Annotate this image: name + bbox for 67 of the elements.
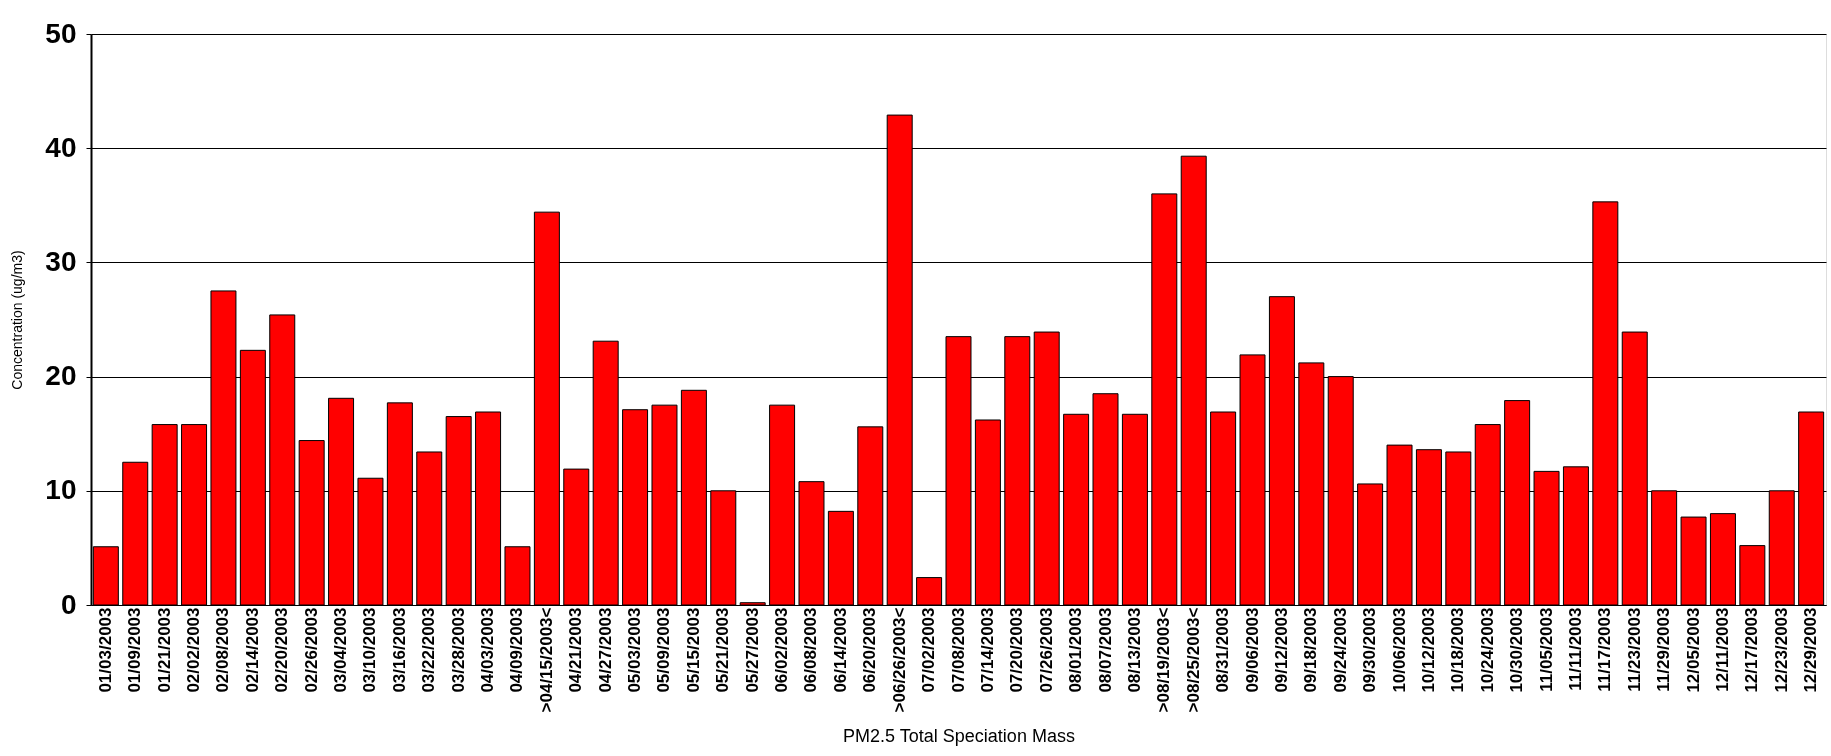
x-tick-label: 09/30/2003 xyxy=(1360,607,1380,693)
x-tick-label: 10/30/2003 xyxy=(1507,607,1527,693)
x-tick-label: 12/05/2003 xyxy=(1683,607,1703,693)
x-tick-label: 07/14/2003 xyxy=(977,607,997,693)
x-tick-label: 03/10/2003 xyxy=(360,607,380,693)
x-tick-label: 03/28/2003 xyxy=(448,607,468,693)
x-tick-label: 12/17/2003 xyxy=(1742,607,1762,693)
x-tick-label: 12/29/2003 xyxy=(1801,607,1821,693)
x-tick-label: 05/15/2003 xyxy=(683,607,703,693)
y-tick-label: 0 xyxy=(60,588,77,620)
x-tick-label: 05/21/2003 xyxy=(713,607,733,693)
x-tick-label: 07/08/2003 xyxy=(948,607,968,693)
x-tick-label: 03/16/2003 xyxy=(389,607,409,693)
x-tick-label: 04/09/2003 xyxy=(507,607,527,693)
x-tick-label: 01/03/2003 xyxy=(95,607,115,693)
x-tick-label: 09/24/2003 xyxy=(1330,607,1350,693)
x-tick-label: 01/21/2003 xyxy=(154,607,174,693)
x-tick-label: 07/26/2003 xyxy=(1036,607,1056,693)
x-tick-label: 11/11/2003 xyxy=(1565,607,1585,691)
x-tick-label: 09/18/2003 xyxy=(1301,607,1321,693)
x-tick-label: 07/02/2003 xyxy=(919,607,939,693)
x-tick-label: 06/14/2003 xyxy=(830,607,850,693)
x-tick-label: 08/01/2003 xyxy=(1066,607,1086,693)
x-tick-label: 10/06/2003 xyxy=(1389,607,1409,693)
x-tick-label: 05/09/2003 xyxy=(654,607,674,693)
x-tick-label: 12/11/2003 xyxy=(1712,607,1732,692)
x-tick-label: 08/31/2003 xyxy=(1213,607,1233,693)
x-tick-label: 05/03/2003 xyxy=(625,607,645,693)
x-tick-label: >08/19/2003< xyxy=(1154,607,1174,713)
x-tick-label: 02/26/2003 xyxy=(301,607,321,693)
x-tick-label: 06/02/2003 xyxy=(772,607,792,693)
x-tick-label: 10/12/2003 xyxy=(1418,607,1438,693)
x-tick-label: 08/07/2003 xyxy=(1095,607,1115,693)
y-tick-label: 50 xyxy=(45,17,77,49)
y-tick-label: 10 xyxy=(45,474,77,506)
x-tick-label: 11/05/2003 xyxy=(1536,607,1556,692)
x-tick-label: 03/04/2003 xyxy=(331,607,351,693)
x-tick-label: 01/09/2003 xyxy=(125,607,145,693)
x-tick-label: 04/21/2003 xyxy=(566,607,586,693)
x-tick-label: 02/14/2003 xyxy=(242,607,262,693)
x-tick-label: 11/17/2003 xyxy=(1595,607,1615,692)
x-tick-label: 06/08/2003 xyxy=(801,607,821,693)
x-tick-label: >08/25/2003< xyxy=(1183,607,1203,713)
x-tick-label: 09/06/2003 xyxy=(1242,607,1262,693)
x-tick-label: 07/20/2003 xyxy=(1007,607,1027,693)
x-tick-label: 12/23/2003 xyxy=(1771,607,1791,693)
x-tick-label: >04/15/2003< xyxy=(536,607,556,713)
x-tick-label: 10/24/2003 xyxy=(1477,607,1497,693)
y-tick-label: 20 xyxy=(45,360,77,392)
x-axis-title: PM2.5 Total Speciation Mass xyxy=(843,726,1075,747)
x-tick-label: 04/27/2003 xyxy=(595,607,615,693)
y-tick-label: 40 xyxy=(45,131,77,163)
x-tick-label: 05/27/2003 xyxy=(742,607,762,693)
x-tick-label: 09/12/2003 xyxy=(1271,607,1291,693)
x-tick-label: 06/20/2003 xyxy=(860,607,880,693)
x-tick-label: 02/08/2003 xyxy=(213,607,233,693)
y-tick-label: 30 xyxy=(45,245,77,277)
x-tick-label: 10/18/2003 xyxy=(1448,607,1468,693)
x-tick-label: 11/23/2003 xyxy=(1624,607,1644,692)
x-tick-label: 11/29/2003 xyxy=(1654,607,1674,692)
x-tick-label: 08/13/2003 xyxy=(1124,607,1144,693)
x-tick-label: 02/02/2003 xyxy=(184,607,204,693)
x-tick-label: 02/20/2003 xyxy=(272,607,292,693)
y-axis-title: Concentration (ug/m3) xyxy=(9,250,26,390)
x-tick-label: >06/26/2003< xyxy=(889,607,909,713)
x-tick-label: 04/03/2003 xyxy=(478,607,498,693)
x-tick-label: 03/22/2003 xyxy=(419,607,439,693)
